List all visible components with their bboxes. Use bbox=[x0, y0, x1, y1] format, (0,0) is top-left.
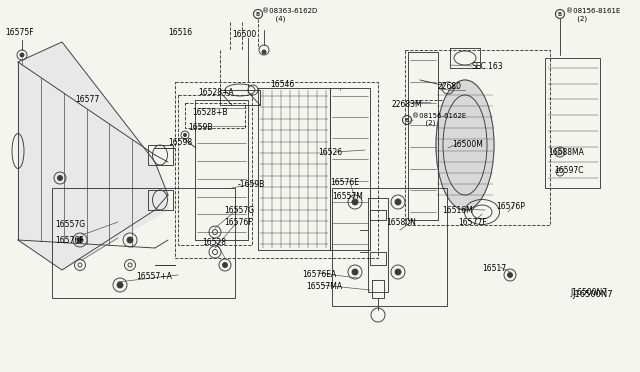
Text: 16516M: 16516M bbox=[442, 206, 473, 215]
Circle shape bbox=[117, 282, 123, 288]
Text: 16557M: 16557M bbox=[332, 192, 363, 201]
Text: 1659B: 1659B bbox=[188, 123, 212, 132]
Text: 16528+B: 16528+B bbox=[192, 108, 227, 117]
Ellipse shape bbox=[436, 80, 494, 210]
Circle shape bbox=[58, 176, 63, 180]
Text: 16557G: 16557G bbox=[224, 206, 254, 215]
Text: 16576P: 16576P bbox=[496, 202, 525, 211]
Bar bbox=[332, 188, 447, 306]
Text: 16598: 16598 bbox=[168, 138, 192, 147]
Text: 16500: 16500 bbox=[232, 30, 256, 39]
Text: 16528: 16528 bbox=[202, 238, 226, 247]
Text: 16588MA: 16588MA bbox=[548, 148, 584, 157]
Bar bbox=[148, 145, 173, 165]
Text: -1659B: -1659B bbox=[238, 180, 265, 189]
Text: ®08156-8161E
     (2): ®08156-8161E (2) bbox=[566, 8, 620, 22]
Text: B: B bbox=[558, 12, 562, 16]
Text: 16526: 16526 bbox=[318, 148, 342, 157]
Text: 16576F: 16576F bbox=[55, 236, 84, 245]
Bar bbox=[545, 58, 600, 188]
Polygon shape bbox=[18, 42, 168, 270]
Bar bbox=[148, 190, 173, 210]
Bar bbox=[52, 188, 235, 298]
Text: 22683M: 22683M bbox=[392, 100, 422, 109]
Circle shape bbox=[20, 53, 24, 57]
Text: B: B bbox=[405, 118, 409, 122]
Text: J16500N7: J16500N7 bbox=[570, 288, 607, 297]
Text: 16577: 16577 bbox=[75, 95, 99, 104]
Circle shape bbox=[395, 269, 401, 275]
Text: 16576E: 16576E bbox=[330, 178, 359, 187]
Ellipse shape bbox=[436, 80, 494, 210]
Text: 16580N: 16580N bbox=[386, 218, 416, 227]
Text: 16557+A: 16557+A bbox=[136, 272, 172, 281]
Circle shape bbox=[223, 263, 227, 267]
Text: 16517: 16517 bbox=[482, 264, 506, 273]
Text: 16575F: 16575F bbox=[5, 28, 34, 37]
Text: 16557G: 16557G bbox=[55, 220, 85, 229]
Circle shape bbox=[77, 237, 83, 243]
Text: B: B bbox=[256, 12, 260, 16]
Text: ®08156-6162E
      (2): ®08156-6162E (2) bbox=[412, 113, 467, 126]
Circle shape bbox=[127, 237, 133, 243]
Bar bbox=[185, 103, 245, 128]
Text: ®08363-6162D
      (4): ®08363-6162D (4) bbox=[262, 8, 317, 22]
Circle shape bbox=[508, 273, 513, 278]
Text: 16557MA: 16557MA bbox=[306, 282, 342, 291]
Circle shape bbox=[352, 199, 358, 205]
Text: 16576F: 16576F bbox=[224, 218, 253, 227]
Text: 16546: 16546 bbox=[270, 80, 294, 89]
Circle shape bbox=[395, 199, 401, 205]
Circle shape bbox=[352, 269, 358, 275]
Text: 16577F: 16577F bbox=[458, 218, 486, 227]
Text: 16516: 16516 bbox=[168, 28, 192, 37]
Circle shape bbox=[184, 134, 186, 137]
Text: 16500M: 16500M bbox=[452, 140, 483, 149]
Circle shape bbox=[262, 50, 266, 54]
Text: 16597C: 16597C bbox=[554, 166, 584, 175]
Text: SEC.163: SEC.163 bbox=[472, 62, 504, 71]
Text: 16528+A: 16528+A bbox=[198, 88, 234, 97]
Text: 22680: 22680 bbox=[437, 82, 461, 91]
Text: 16576EA: 16576EA bbox=[302, 270, 336, 279]
Text: J16500N7: J16500N7 bbox=[572, 290, 612, 299]
Bar bbox=[405, 50, 550, 225]
